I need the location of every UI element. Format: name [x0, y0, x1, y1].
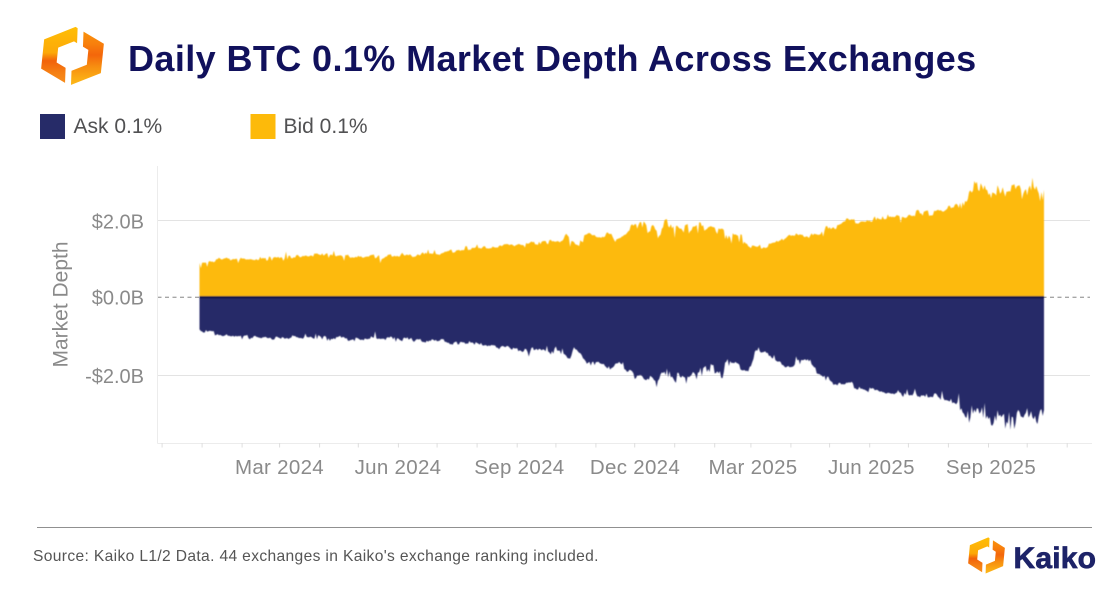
svg-text:$2.0B: $2.0B [92, 211, 144, 233]
svg-text:Sep 2025: Sep 2025 [946, 456, 1036, 479]
svg-text:Ask 0.1%: Ask 0.1% [74, 115, 163, 138]
svg-text:Market Depth: Market Depth [50, 241, 73, 367]
svg-text:Mar 2025: Mar 2025 [708, 456, 797, 479]
svg-text:Bid 0.1%: Bid 0.1% [284, 115, 368, 138]
svg-text:Mar 2024: Mar 2024 [235, 456, 324, 479]
svg-text:Source: Kaiko L1/2 Data. 44 ex: Source: Kaiko L1/2 Data. 44 exchanges in… [33, 548, 599, 565]
svg-text:Jun 2024: Jun 2024 [355, 456, 442, 479]
svg-text:Daily BTC 0.1% Market Depth Ac: Daily BTC 0.1% Market Depth Across Excha… [128, 38, 977, 79]
svg-text:Sep 2024: Sep 2024 [474, 456, 564, 479]
svg-text:Dec 2024: Dec 2024 [590, 456, 680, 479]
svg-text:Jun 2025: Jun 2025 [828, 456, 915, 479]
svg-text:$0.0B: $0.0B [92, 288, 144, 310]
svg-text:Kaiko: Kaiko [1014, 542, 1097, 575]
svg-text:-$2.0B: -$2.0B [85, 366, 144, 388]
